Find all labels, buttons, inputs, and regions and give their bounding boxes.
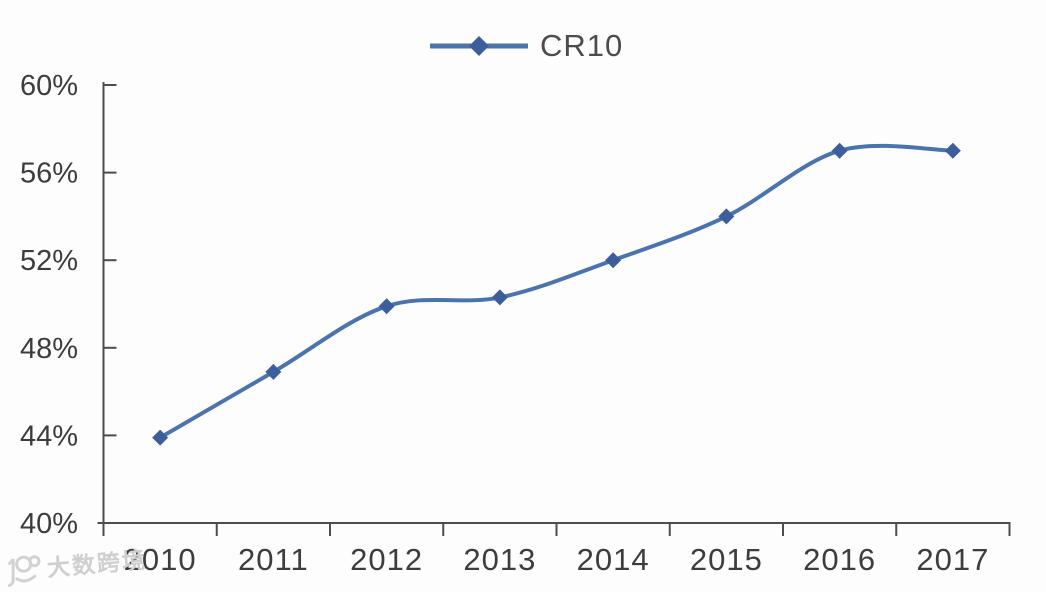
data-point-marker bbox=[152, 429, 169, 446]
x-tick-label: 2015 bbox=[690, 542, 763, 577]
y-tick-label: 44% bbox=[20, 420, 78, 452]
data-point-marker bbox=[831, 142, 848, 159]
x-tick-label: 2016 bbox=[803, 542, 876, 577]
legend: CR10 bbox=[428, 30, 623, 61]
x-tick-label: 2013 bbox=[463, 542, 536, 577]
x-tick-label: 2012 bbox=[350, 542, 423, 577]
data-point-marker bbox=[718, 208, 735, 225]
legend-label: CR10 bbox=[540, 28, 624, 63]
data-point-marker bbox=[605, 252, 622, 269]
watermark-logo-icon bbox=[7, 555, 41, 587]
legend-marker-diamond-icon bbox=[469, 35, 489, 56]
y-tick-label: 52% bbox=[20, 245, 78, 277]
y-tick-label: 40% bbox=[20, 508, 78, 540]
legend-line-sample bbox=[430, 35, 528, 56]
watermark: 大数跨境 bbox=[1, 540, 149, 592]
x-tick-label: 2011 bbox=[238, 542, 309, 577]
watermark-text: 大数跨境 bbox=[45, 545, 148, 581]
data-point-marker bbox=[491, 289, 508, 306]
data-point-marker bbox=[378, 298, 395, 315]
series-line bbox=[158, 143, 955, 440]
y-tick-label: 60% bbox=[20, 70, 78, 102]
data-point-marker bbox=[265, 363, 282, 380]
x-tick-label: 2017 bbox=[916, 542, 989, 577]
y-tick-label: 48% bbox=[20, 333, 78, 365]
x-tick-label: 2010 bbox=[124, 542, 197, 577]
data-point-marker bbox=[944, 142, 961, 159]
x-tick-label: 2014 bbox=[577, 542, 650, 577]
y-tick-label: 56% bbox=[20, 158, 78, 190]
